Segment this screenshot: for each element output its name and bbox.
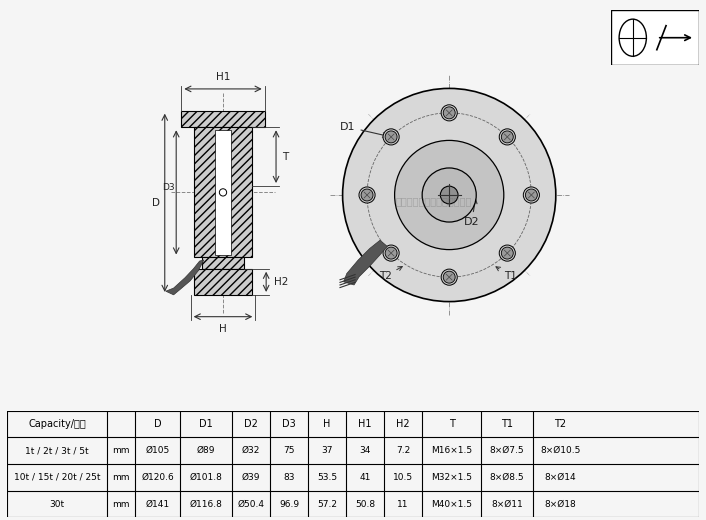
Circle shape <box>501 247 513 259</box>
Text: D: D <box>152 198 160 208</box>
Text: T1: T1 <box>496 267 517 281</box>
Text: M40×1.5: M40×1.5 <box>431 500 472 509</box>
Text: mm: mm <box>112 473 130 482</box>
Text: D1: D1 <box>340 122 387 137</box>
Circle shape <box>422 168 477 222</box>
Text: 50.8: 50.8 <box>355 500 375 509</box>
Text: 37: 37 <box>321 446 333 456</box>
Text: 1t / 2t / 3t / 5t: 1t / 2t / 3t / 5t <box>25 446 89 456</box>
Text: 7.2: 7.2 <box>396 446 410 456</box>
Circle shape <box>383 245 399 261</box>
Polygon shape <box>181 111 265 127</box>
Text: Ø120.6: Ø120.6 <box>141 473 174 482</box>
Text: H2: H2 <box>274 277 288 287</box>
Circle shape <box>499 245 515 261</box>
Text: Ø50.4: Ø50.4 <box>237 500 265 509</box>
Text: 8×Ø8.5: 8×Ø8.5 <box>490 473 525 482</box>
Text: Ø89: Ø89 <box>197 446 215 456</box>
Text: T: T <box>282 152 289 162</box>
Circle shape <box>220 189 227 196</box>
Text: D1: D1 <box>199 419 213 429</box>
FancyBboxPatch shape <box>611 10 699 65</box>
Text: T: T <box>448 419 455 429</box>
Text: Capacity/量程: Capacity/量程 <box>28 419 86 429</box>
Text: Ø105: Ø105 <box>145 446 169 456</box>
Circle shape <box>441 105 457 121</box>
Text: 广州众鑫自动化科技有限公司: 广州众鑫自动化科技有限公司 <box>395 196 472 206</box>
Text: 10t / 15t / 20t / 25t: 10t / 15t / 20t / 25t <box>14 473 100 482</box>
Text: D3: D3 <box>282 419 296 429</box>
Circle shape <box>499 129 515 145</box>
Circle shape <box>342 88 556 302</box>
Text: T2: T2 <box>378 267 402 281</box>
Circle shape <box>385 131 397 143</box>
Polygon shape <box>215 130 232 255</box>
Text: Ø39: Ø39 <box>241 473 261 482</box>
Circle shape <box>441 186 458 204</box>
Text: Ø141: Ø141 <box>145 500 169 509</box>
Polygon shape <box>194 269 251 295</box>
Text: D2: D2 <box>464 199 479 227</box>
Text: Ø32: Ø32 <box>241 446 260 456</box>
Text: 53.5: 53.5 <box>317 473 337 482</box>
Text: 10.5: 10.5 <box>393 473 413 482</box>
Text: T1: T1 <box>501 419 513 429</box>
Text: Ø116.8: Ø116.8 <box>189 500 222 509</box>
Text: D3: D3 <box>162 183 175 192</box>
Circle shape <box>525 189 537 201</box>
Text: D: D <box>154 419 162 429</box>
Text: H1: H1 <box>216 72 230 82</box>
Text: 34: 34 <box>359 446 371 456</box>
Circle shape <box>441 269 457 285</box>
Circle shape <box>443 107 455 119</box>
Text: 75: 75 <box>283 446 294 456</box>
Text: H: H <box>219 324 227 334</box>
Circle shape <box>443 271 455 283</box>
Text: H: H <box>323 419 330 429</box>
Circle shape <box>501 131 513 143</box>
Text: 96.9: 96.9 <box>279 500 299 509</box>
Text: 41: 41 <box>359 473 371 482</box>
Text: H1: H1 <box>359 419 372 429</box>
Text: 8×Ø14: 8×Ø14 <box>545 473 576 482</box>
Polygon shape <box>166 260 204 295</box>
Text: Ø101.8: Ø101.8 <box>189 473 222 482</box>
Circle shape <box>395 140 504 250</box>
Text: 8×Ø18: 8×Ø18 <box>545 500 576 509</box>
Polygon shape <box>202 257 244 269</box>
Text: T2: T2 <box>554 419 567 429</box>
Text: M32×1.5: M32×1.5 <box>431 473 472 482</box>
Text: 30t: 30t <box>49 500 65 509</box>
Text: 8×Ø11: 8×Ø11 <box>491 500 523 509</box>
Polygon shape <box>194 127 251 257</box>
Text: H2: H2 <box>396 419 410 429</box>
Text: mm: mm <box>112 500 130 509</box>
Circle shape <box>359 187 375 203</box>
Text: M16×1.5: M16×1.5 <box>431 446 472 456</box>
Text: 11: 11 <box>397 500 409 509</box>
Text: 83: 83 <box>283 473 294 482</box>
Polygon shape <box>344 240 388 285</box>
Text: mm: mm <box>112 446 130 456</box>
Text: 8×Ø7.5: 8×Ø7.5 <box>490 446 525 456</box>
Text: D2: D2 <box>244 419 258 429</box>
Circle shape <box>383 129 399 145</box>
Circle shape <box>361 189 373 201</box>
Circle shape <box>385 247 397 259</box>
Circle shape <box>523 187 539 203</box>
Text: 57.2: 57.2 <box>317 500 337 509</box>
Text: 8×Ø10.5: 8×Ø10.5 <box>540 446 581 456</box>
